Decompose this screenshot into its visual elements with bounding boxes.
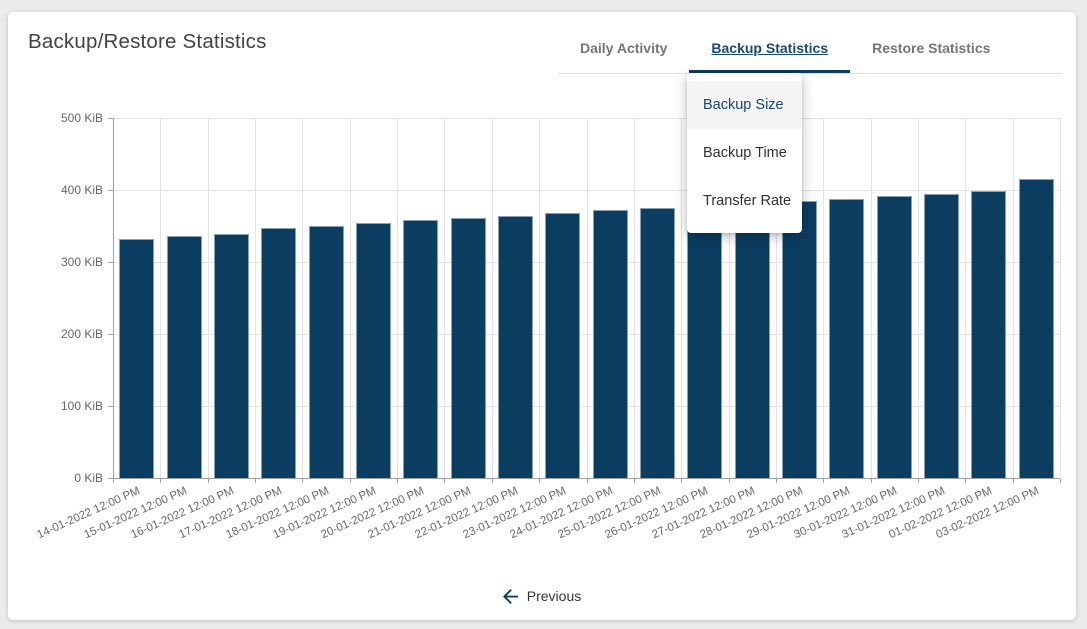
gridline-vertical [1012, 118, 1014, 478]
gridline-vertical [255, 118, 257, 478]
bar[interactable] [545, 213, 581, 478]
gridline-horizontal [113, 334, 1060, 335]
gridline-vertical [444, 118, 446, 478]
previous-label: Previous [526, 588, 582, 604]
gridline-vertical [775, 118, 777, 478]
gridline-vertical [965, 118, 967, 478]
x-axis-tick [681, 479, 683, 483]
bar[interactable] [119, 238, 155, 478]
tab-backup-statistics[interactable]: Backup Statistics [689, 26, 851, 73]
x-axis-line [113, 478, 1060, 479]
bar[interactable] [971, 190, 1007, 478]
x-axis-tick [917, 479, 919, 483]
menu-item-backup-time[interactable]: Backup Time [703, 145, 787, 161]
x-axis-tick [1060, 479, 1061, 483]
x-axis-tick [491, 479, 493, 483]
gridline-vertical [681, 118, 683, 478]
x-axis-tick [302, 479, 304, 483]
bar[interactable] [734, 202, 770, 478]
gridline-vertical [539, 118, 541, 478]
bar[interactable] [213, 233, 249, 478]
y-axis-tick [108, 406, 113, 407]
y-axis-label: 300 KiB [60, 255, 103, 269]
bar[interactable] [687, 205, 723, 478]
tab-bar: Daily Activity Backup Statistics Restore… [558, 26, 1062, 74]
x-axis-tick [349, 479, 351, 483]
gridline-horizontal [113, 406, 1060, 407]
dropdown-menu: Backup Size Backup Time Transfer Rate [687, 73, 802, 233]
x-axis-tick [207, 479, 209, 483]
x-axis-tick [539, 479, 541, 483]
x-axis-tick [633, 479, 635, 483]
bar[interactable] [876, 195, 912, 478]
previous-button[interactable]: Previous [8, 588, 1076, 604]
y-axis-tick [108, 262, 113, 263]
gridline-vertical [917, 118, 919, 478]
x-axis-tick [255, 479, 257, 483]
gridline-vertical [160, 118, 162, 478]
menu-item-backup-size[interactable]: Backup Size [687, 81, 802, 129]
bar[interactable] [403, 220, 439, 478]
y-axis-tick [108, 190, 113, 191]
gridline-vertical [1060, 118, 1061, 478]
y-axis-tick [108, 118, 113, 119]
bar[interactable] [782, 200, 818, 478]
y-axis-label: 200 KiB [60, 327, 103, 341]
x-axis-tick [965, 479, 967, 483]
chart-plot: 0 KiB 100 KiB 200 KiB 300 KiB 400 KiB 500 KiB… [35, 111, 1061, 541]
gridline-horizontal [113, 190, 1060, 191]
gridline-horizontal [113, 262, 1060, 263]
tab-daily-activity[interactable]: Daily Activity [580, 40, 668, 56]
gridline-horizontal [113, 118, 1060, 119]
x-axis-tick [870, 479, 872, 483]
x-axis-tick [444, 479, 446, 483]
y-axis-label: 400 KiB [60, 183, 103, 197]
x-axis-tick [397, 479, 399, 483]
y-axis-label: 100 KiB [60, 399, 103, 413]
gridline-vertical [870, 118, 872, 478]
gridline-vertical [397, 118, 399, 478]
gridline-vertical [823, 118, 825, 478]
x-axis-tick [1012, 479, 1014, 483]
gridline-vertical [633, 118, 635, 478]
tab-restore-statistics[interactable]: Restore Statistics [872, 40, 991, 56]
content-card: Backup/Restore Statistics Daily Activity… [8, 12, 1076, 620]
bar[interactable] [450, 218, 486, 478]
bar[interactable] [355, 223, 391, 478]
x-axis-tick [823, 479, 825, 483]
bar[interactable] [640, 208, 676, 478]
bar[interactable] [829, 198, 865, 478]
y-axis-tick [108, 334, 113, 335]
y-axis-line [113, 118, 114, 479]
gridline-vertical [302, 118, 304, 478]
x-axis-tick [586, 479, 588, 483]
bar[interactable] [592, 210, 628, 478]
gridline-vertical [207, 118, 209, 478]
bar[interactable] [1018, 179, 1054, 478]
y-axis-label: 500 KiB [60, 111, 103, 125]
bar[interactable] [924, 193, 960, 478]
bar[interactable] [308, 226, 344, 478]
menu-item-transfer-rate[interactable]: Transfer Rate [703, 193, 792, 209]
bar[interactable] [261, 228, 297, 478]
page-title: Backup/Restore Statistics [28, 30, 267, 53]
y-axis-tick [108, 478, 113, 479]
bar[interactable] [497, 215, 533, 478]
arrow-left-icon [502, 588, 518, 604]
gridline-vertical [491, 118, 493, 478]
x-axis-tick [113, 479, 114, 483]
gridline-vertical [349, 118, 351, 478]
bar[interactable] [166, 236, 202, 478]
gridline-vertical [728, 118, 730, 478]
x-axis-tick [775, 479, 777, 483]
gridline-vertical [586, 118, 588, 478]
x-axis-tick [728, 479, 730, 483]
y-axis-label: 0 KiB [74, 471, 103, 485]
x-axis-tick [160, 479, 162, 483]
